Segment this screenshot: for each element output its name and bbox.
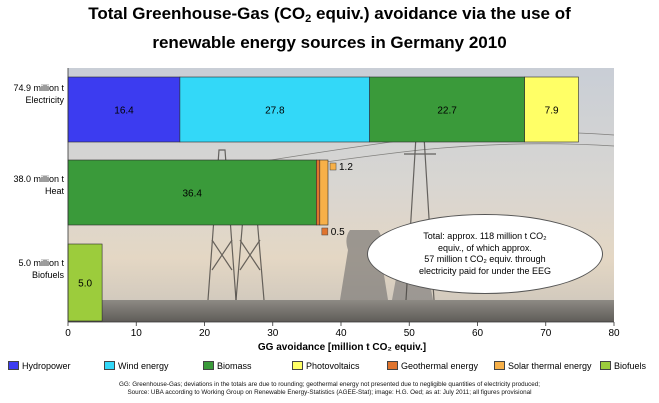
chart-title-line1: Total Greenhouse-Gas (CO2 equiv.) avoida…: [0, 2, 659, 31]
data-label: 27.8: [265, 106, 285, 117]
x-tick-label: 20: [199, 328, 211, 339]
legend-label-wind: Wind energy: [118, 361, 169, 371]
category-label-heat: 38.0 million t Heat: [0, 173, 64, 197]
legend-item-geothermal: Geothermal energy: [387, 361, 478, 372]
data-labels-layer: 16.4 27.8 22.7 7.9 36.4 1.2 0.5 5.0: [78, 106, 559, 290]
bar-geothermal-energy-heat: [316, 159, 321, 226]
legend-label-hydropower: Hydropower: [22, 361, 71, 371]
x-axis-title: GG avoidance [million t CO₂ equiv.]: [258, 342, 426, 353]
chart-title-line2: renewable energy sources in Germany 2010: [152, 33, 507, 52]
category-name-electricity: Electricity: [25, 95, 64, 105]
title-text-part1: Total Greenhouse-Gas (CO: [88, 4, 306, 23]
annotation-line2: equiv., of which approx.: [438, 242, 532, 253]
total-annotation: Total: approx. 118 million t CO₂ equiv.,…: [367, 214, 603, 294]
category-total-heat: 38.0 million t: [13, 174, 64, 184]
legend-swatch-photovoltaics: [292, 361, 303, 370]
title-subscript: 2: [305, 13, 312, 25]
legend-swatch-solar-thermal: [494, 361, 505, 370]
legend-item-wind: Wind energy: [104, 361, 169, 372]
data-label: 22.7: [437, 106, 457, 117]
category-name-heat: Heat: [44, 186, 64, 196]
legend-item-hydropower: Hydropower: [8, 361, 71, 372]
data-label: 0.5: [331, 227, 345, 238]
data-label-marker: [329, 162, 337, 171]
x-tick-label: 70: [540, 328, 552, 339]
x-tick-label: 30: [267, 328, 279, 339]
x-tick-label: 50: [404, 328, 416, 339]
legend-item-biomass: Biomass: [203, 361, 252, 372]
title-text-part2: equiv.) avoidance via the use of: [311, 4, 571, 23]
data-label: 16.4: [114, 106, 134, 117]
data-label: 5.0: [78, 279, 92, 290]
legend-swatch-biofuels: [600, 361, 611, 370]
category-total-biofuels: 5.0 million t: [18, 258, 64, 268]
legend-swatch-geothermal: [387, 361, 398, 370]
legend-label-solar-thermal: Solar thermal energy: [508, 361, 592, 371]
legend-label-biomass: Biomass: [217, 361, 252, 371]
bar-biomass-electricity: [369, 76, 525, 143]
x-tick-label: 0: [65, 328, 71, 339]
legend-swatch-hydropower: [8, 361, 19, 370]
legend-swatch-biomass: [203, 361, 214, 370]
data-label-marker: [321, 227, 329, 236]
annotation-line1: Total: approx. 118 million t CO₂: [423, 231, 547, 241]
bar-wind-energy-electricity: [179, 76, 370, 143]
annotation-line4: electricity paid for under the EEG: [418, 265, 552, 276]
legend-label-geothermal: Geothermal energy: [401, 361, 479, 371]
footnote-line2: Source: UBA according to Working Group o…: [127, 389, 532, 396]
legend-label-photovoltaics: Photovoltaics: [306, 361, 360, 371]
footnote-line1: GG: Greenhouse-Gas; deviations in the to…: [118, 381, 541, 388]
legend-item-biofuels: Biofuels: [600, 361, 646, 372]
legend-item-solar-thermal: Solar thermal energy: [494, 361, 592, 372]
chart-title: Total Greenhouse-Gas (CO2 equiv.) avoida…: [0, 2, 659, 54]
bar-photovoltaics-electricity: [524, 76, 579, 143]
legend-item-photovoltaics: Photovoltaics: [292, 361, 360, 372]
bar-biofuels-biofuels: [67, 243, 103, 322]
category-total-electricity: 74.9 million t: [13, 83, 64, 93]
legend-label-biofuels: Biofuels: [614, 361, 647, 371]
category-label-electricity: 74.9 million t Electricity: [0, 82, 64, 106]
x-tick-label: 40: [335, 328, 347, 339]
bar-hydropower-electricity: [67, 76, 181, 143]
x-axis: 0 10 20 30 40 50 60 70 80: [65, 68, 620, 339]
data-label: 1.2: [339, 162, 353, 173]
data-label: 36.4: [182, 189, 202, 200]
x-tick-label: 60: [472, 328, 484, 339]
bar-solar-thermal-energy-heat: [319, 159, 329, 226]
legend-swatch-wind: [104, 361, 115, 370]
category-name-biofuels: Biofuels: [31, 270, 64, 280]
category-label-biofuels: 5.0 million t Biofuels: [0, 257, 64, 281]
x-tick-label: 80: [608, 328, 620, 339]
footnote: GG: Greenhouse-Gas; deviations in the to…: [0, 381, 659, 397]
annotation-line3: 57 million t CO₂ equiv. through: [424, 254, 546, 264]
background-ground: [68, 300, 614, 322]
bars-layer: [67, 76, 579, 322]
x-tick-label: 10: [131, 328, 143, 339]
data-label: 7.9: [545, 106, 559, 117]
